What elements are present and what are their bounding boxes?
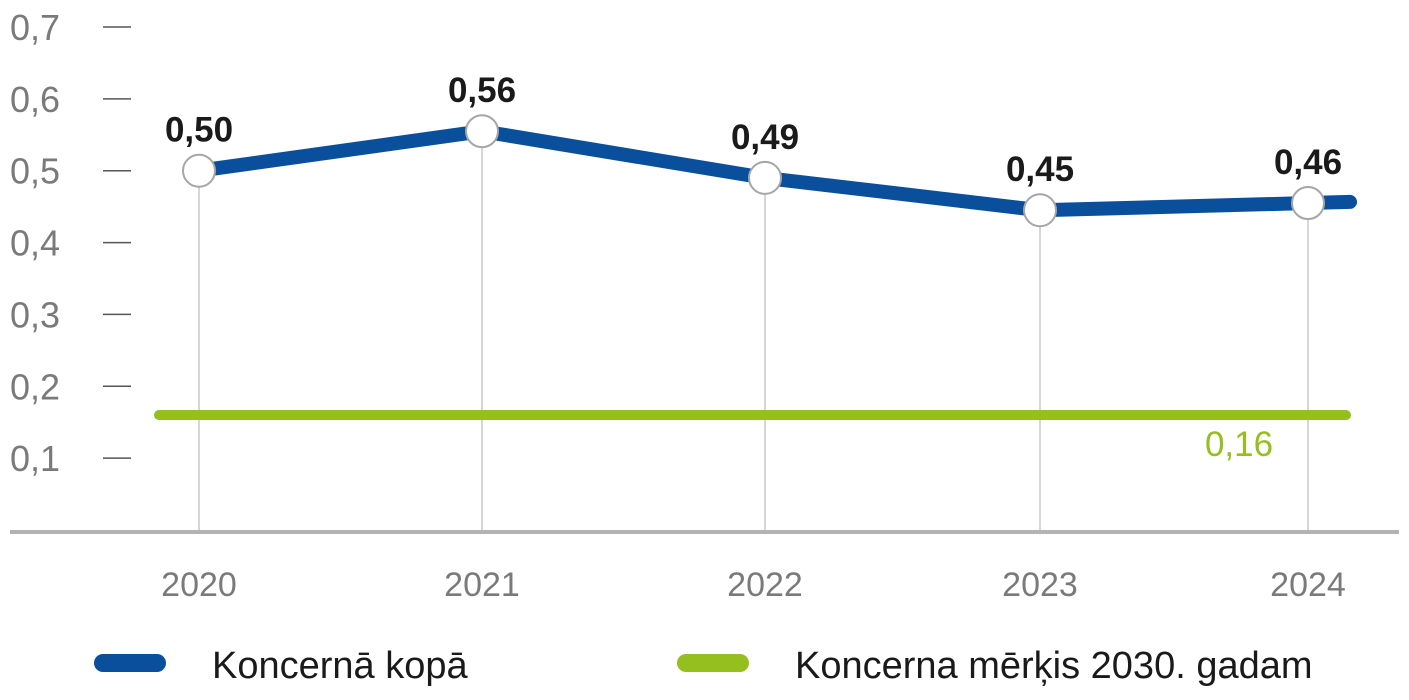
legend-label-target: Koncerna mērķis 2030. gadam — [795, 645, 1313, 687]
data-label: 0,49 — [731, 118, 799, 157]
data-label: 0,50 — [165, 111, 233, 150]
data-point-marker — [1291, 186, 1325, 221]
y-tick-label: 0,7 — [10, 7, 60, 48]
y-tick-label: 0,5 — [10, 151, 60, 192]
y-tick-label: 0,1 — [10, 438, 60, 479]
data-point-marker — [182, 153, 216, 188]
data-label: 0,45 — [1006, 150, 1074, 189]
y-tick-label: 0,4 — [10, 223, 60, 264]
y-tick-label: 0,3 — [10, 294, 60, 335]
data-points — [182, 114, 1325, 228]
data-labels: 0,50 0,56 0,49 0,45 0,46 — [165, 71, 1342, 189]
y-tick-label: 0,6 — [10, 79, 60, 120]
data-point-marker — [748, 160, 782, 195]
x-tick-label: 2023 — [1002, 566, 1078, 604]
legend: Koncernā kopā Koncerna mērķis 2030. gada… — [94, 645, 1313, 687]
data-label: 0,46 — [1274, 143, 1342, 182]
target-value-label: 0,16 — [1205, 425, 1273, 464]
x-tick-label: 2021 — [444, 566, 520, 604]
y-axis: 0,1 0,2 0,3 0,4 0,5 0,6 0,7 — [10, 7, 131, 479]
x-tick-label: 2022 — [727, 566, 803, 604]
target-line-group: 0,16 — [154, 410, 1351, 464]
y-tick-label: 0,2 — [10, 366, 60, 407]
data-point-marker — [1023, 193, 1057, 228]
x-tick-labels: 2020 2021 2022 2023 2024 — [161, 566, 1346, 604]
legend-label-total: Koncernā kopā — [212, 645, 468, 687]
data-point-marker — [465, 114, 499, 149]
x-tick-label: 2024 — [1270, 566, 1346, 604]
data-label: 0,56 — [448, 71, 516, 110]
x-tick-label: 2020 — [161, 566, 237, 604]
drop-lines — [198, 131, 1309, 530]
